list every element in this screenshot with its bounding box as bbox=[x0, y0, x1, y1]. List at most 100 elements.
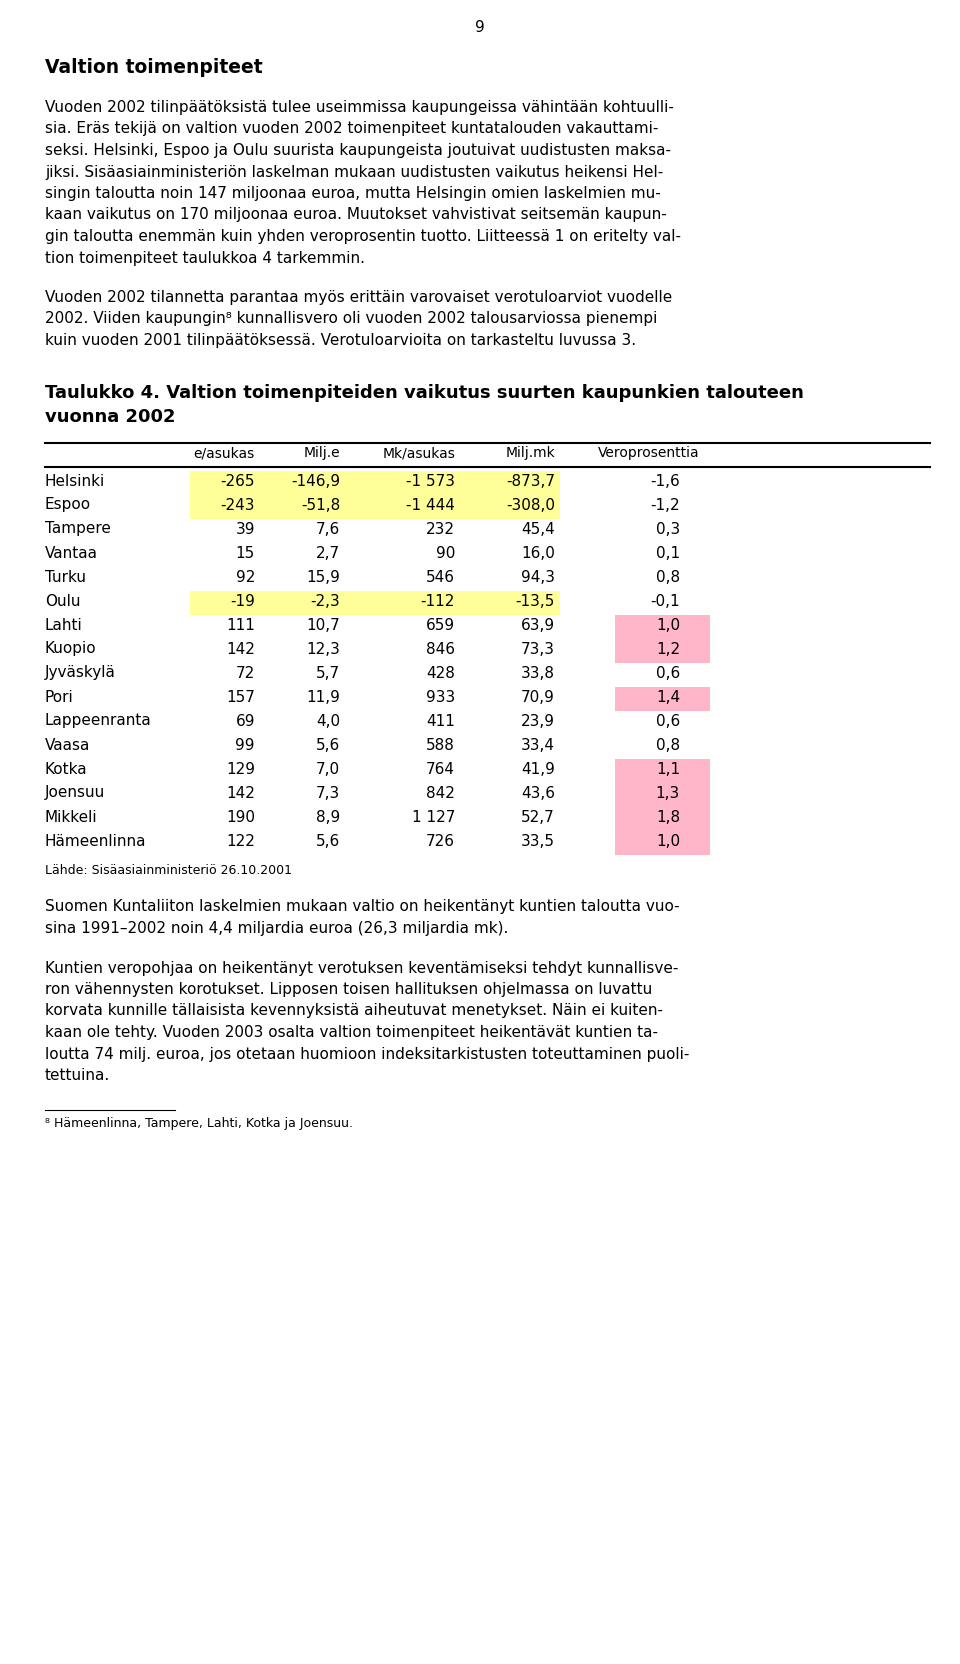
Text: loutta 74 milj. euroa, jos otetaan huomioon indeksitarkistusten toteuttaminen pu: loutta 74 milj. euroa, jos otetaan huomi… bbox=[45, 1047, 689, 1062]
Text: 7,6: 7,6 bbox=[316, 521, 340, 536]
Text: 142: 142 bbox=[227, 642, 255, 657]
Text: Mk/asukas: Mk/asukas bbox=[382, 446, 455, 461]
Bar bbox=[190, 591, 560, 614]
Bar bbox=[615, 782, 710, 807]
Text: Suomen Kuntaliiton laskelmien mukaan valtio on heikentänyt kuntien taloutta vuo-: Suomen Kuntaliiton laskelmien mukaan val… bbox=[45, 900, 680, 915]
Text: kaan vaikutus on 170 miljoonaa euroa. Muutokset vahvistivat seitsemän kaupun-: kaan vaikutus on 170 miljoonaa euroa. Mu… bbox=[45, 208, 667, 223]
Bar bbox=[615, 687, 710, 711]
Text: 1,2: 1,2 bbox=[656, 642, 680, 657]
Text: Hämeenlinna: Hämeenlinna bbox=[45, 834, 147, 849]
Text: 1,1: 1,1 bbox=[656, 762, 680, 777]
Text: 0,6: 0,6 bbox=[656, 714, 680, 729]
Text: sina 1991–2002 noin 4,4 miljardia euroa (26,3 miljardia mk).: sina 1991–2002 noin 4,4 miljardia euroa … bbox=[45, 920, 509, 935]
Bar bbox=[615, 614, 710, 639]
Text: 63,9: 63,9 bbox=[521, 617, 555, 632]
Text: -51,8: -51,8 bbox=[300, 498, 340, 513]
Text: 9: 9 bbox=[475, 20, 485, 35]
Text: Veroprosenttia: Veroprosenttia bbox=[598, 446, 700, 461]
Text: 142: 142 bbox=[227, 785, 255, 800]
Text: -146,9: -146,9 bbox=[291, 474, 340, 489]
Text: Lähde: Sisäasiainministeriö 26.10.2001: Lähde: Sisäasiainministeriö 26.10.2001 bbox=[45, 865, 292, 877]
Text: -1 573: -1 573 bbox=[406, 474, 455, 489]
Text: 122: 122 bbox=[227, 834, 255, 849]
Text: -2,3: -2,3 bbox=[310, 594, 340, 609]
Text: 23,9: 23,9 bbox=[521, 714, 555, 729]
Text: 4,0: 4,0 bbox=[316, 714, 340, 729]
Text: Taulukko 4. Valtion toimenpiteiden vaikutus suurten kaupunkien talouteen: Taulukko 4. Valtion toimenpiteiden vaiku… bbox=[45, 384, 804, 403]
Text: e/asukas: e/asukas bbox=[194, 446, 255, 461]
Text: 1,8: 1,8 bbox=[656, 809, 680, 824]
Text: Tampere: Tampere bbox=[45, 521, 110, 536]
Bar bbox=[615, 639, 710, 662]
Text: singin taloutta noin 147 miljoonaa euroa, mutta Helsingin omien laskelmien mu-: singin taloutta noin 147 miljoonaa euroa… bbox=[45, 186, 660, 201]
Text: 10,7: 10,7 bbox=[306, 617, 340, 632]
Text: 33,5: 33,5 bbox=[521, 834, 555, 849]
Text: -0,1: -0,1 bbox=[650, 594, 680, 609]
Text: -112: -112 bbox=[420, 594, 455, 609]
Text: 70,9: 70,9 bbox=[521, 689, 555, 704]
Text: 99: 99 bbox=[235, 737, 255, 752]
Text: 8,9: 8,9 bbox=[316, 809, 340, 824]
Text: 39: 39 bbox=[235, 521, 255, 536]
Text: kaan ole tehty. Vuoden 2003 osalta valtion toimenpiteet heikentävät kuntien ta-: kaan ole tehty. Vuoden 2003 osalta valti… bbox=[45, 1025, 658, 1040]
Text: 94,3: 94,3 bbox=[521, 569, 555, 584]
Text: Milj.e: Milj.e bbox=[303, 446, 340, 461]
Bar bbox=[615, 830, 710, 855]
Text: 842: 842 bbox=[426, 785, 455, 800]
Text: 43,6: 43,6 bbox=[521, 785, 555, 800]
Text: 15,9: 15,9 bbox=[306, 569, 340, 584]
Text: -13,5: -13,5 bbox=[516, 594, 555, 609]
Text: 1,3: 1,3 bbox=[656, 785, 680, 800]
Text: 933: 933 bbox=[425, 689, 455, 704]
Text: Valtion toimenpiteet: Valtion toimenpiteet bbox=[45, 58, 263, 77]
Text: jiksi. Sisäasiainministeriön laskelman mukaan uudistusten vaikutus heikensi Hel-: jiksi. Sisäasiainministeriön laskelman m… bbox=[45, 165, 663, 180]
Text: -873,7: -873,7 bbox=[506, 474, 555, 489]
Text: 5,6: 5,6 bbox=[316, 737, 340, 752]
Text: 33,8: 33,8 bbox=[521, 666, 555, 681]
Text: 1 127: 1 127 bbox=[412, 809, 455, 824]
Text: 1,4: 1,4 bbox=[656, 689, 680, 704]
Text: 0,6: 0,6 bbox=[656, 666, 680, 681]
Text: Lahti: Lahti bbox=[45, 617, 83, 632]
Text: 0,3: 0,3 bbox=[656, 521, 680, 536]
Text: Jyväskylä: Jyväskylä bbox=[45, 666, 116, 681]
Text: 129: 129 bbox=[226, 762, 255, 777]
Text: Oulu: Oulu bbox=[45, 594, 81, 609]
Text: 411: 411 bbox=[426, 714, 455, 729]
Text: 764: 764 bbox=[426, 762, 455, 777]
Text: 41,9: 41,9 bbox=[521, 762, 555, 777]
Text: 232: 232 bbox=[426, 521, 455, 536]
Bar bbox=[190, 471, 560, 494]
Text: 0,1: 0,1 bbox=[656, 546, 680, 561]
Text: 0,8: 0,8 bbox=[656, 737, 680, 752]
Text: tion toimenpiteet taulukkoa 4 tarkemmin.: tion toimenpiteet taulukkoa 4 tarkemmin. bbox=[45, 251, 365, 266]
Text: 16,0: 16,0 bbox=[521, 546, 555, 561]
Text: korvata kunnille tällaisista kevennyksistä aiheutuvat menetykset. Näin ei kuiten: korvata kunnille tällaisista kevennyksis… bbox=[45, 1003, 663, 1018]
Text: -265: -265 bbox=[221, 474, 255, 489]
Text: Lappeenranta: Lappeenranta bbox=[45, 714, 152, 729]
Text: ⁸ Hämeenlinna, Tampere, Lahti, Kotka ja Joensuu.: ⁸ Hämeenlinna, Tampere, Lahti, Kotka ja … bbox=[45, 1118, 353, 1130]
Bar bbox=[190, 494, 560, 519]
Text: Kuopio: Kuopio bbox=[45, 642, 97, 657]
Text: ron vähennysten korotukset. Lipposen toisen hallituksen ohjelmassa on luvattu: ron vähennysten korotukset. Lipposen toi… bbox=[45, 982, 652, 997]
Text: -243: -243 bbox=[221, 498, 255, 513]
Text: sia. Eräs tekijä on valtion vuoden 2002 toimenpiteet kuntatalouden vakauttami-: sia. Eräs tekijä on valtion vuoden 2002 … bbox=[45, 121, 659, 136]
Text: 546: 546 bbox=[426, 569, 455, 584]
Text: 2,7: 2,7 bbox=[316, 546, 340, 561]
Text: 11,9: 11,9 bbox=[306, 689, 340, 704]
Text: 846: 846 bbox=[426, 642, 455, 657]
Bar bbox=[615, 759, 710, 782]
Text: Kuntien veropohjaa on heikentänyt verotuksen keventämiseksi tehdyt kunnallisve-: Kuntien veropohjaa on heikentänyt verotu… bbox=[45, 960, 679, 975]
Text: Vaasa: Vaasa bbox=[45, 737, 90, 752]
Text: Milj.mk: Milj.mk bbox=[505, 446, 555, 461]
Text: 5,7: 5,7 bbox=[316, 666, 340, 681]
Text: Vantaa: Vantaa bbox=[45, 546, 98, 561]
Text: 2002. Viiden kaupungin⁸ kunnallisvero oli vuoden 2002 talousarviossa pienempi: 2002. Viiden kaupungin⁸ kunnallisvero ol… bbox=[45, 311, 658, 326]
Text: 90: 90 bbox=[436, 546, 455, 561]
Text: Kotka: Kotka bbox=[45, 762, 87, 777]
Text: 7,3: 7,3 bbox=[316, 785, 340, 800]
Text: 1,0: 1,0 bbox=[656, 617, 680, 632]
Text: 33,4: 33,4 bbox=[521, 737, 555, 752]
Text: 72: 72 bbox=[236, 666, 255, 681]
Text: 659: 659 bbox=[426, 617, 455, 632]
